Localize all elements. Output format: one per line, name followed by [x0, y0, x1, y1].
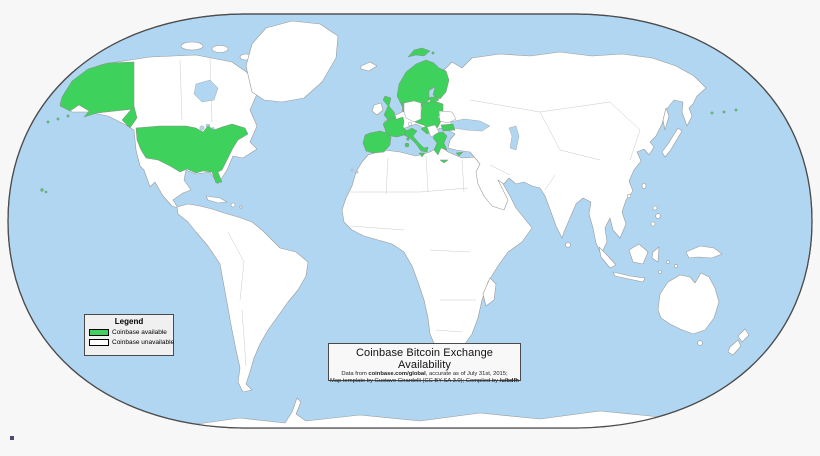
philippines-island: [650, 221, 656, 227]
region-alaska-panhandle: [121, 105, 138, 129]
region-baltics: [427, 95, 440, 104]
philippines-island: [655, 213, 661, 219]
region-corsica: [406, 137, 410, 141]
legend-title: Legend: [114, 317, 144, 326]
sumatra: [598, 246, 617, 269]
eurasia: [383, 51, 707, 255]
region-svalbard: [431, 51, 435, 55]
artifact-dot: [10, 436, 14, 440]
south-america: [176, 203, 309, 393]
sri-lanka: [565, 242, 571, 248]
region-hawaii: [40, 188, 44, 192]
legend-item-available: Coinbase available: [89, 329, 173, 336]
region-hawaii: [44, 190, 48, 194]
canary-island: [355, 170, 359, 174]
region-italy: [403, 127, 429, 153]
unavailable-swatch: [89, 339, 109, 346]
country-borders: [179, 57, 641, 367]
region-cyprus: [455, 151, 464, 157]
region-serbia-bosnia: [426, 124, 440, 138]
region-switzerland: [407, 121, 413, 127]
africa: [341, 145, 533, 355]
attribution-line-1: Data from coinbase.com/global, accurate …: [341, 371, 508, 377]
arctic-island: [180, 41, 204, 51]
hainan: [626, 193, 632, 199]
madagascar: [482, 277, 497, 307]
arctic-island: [211, 45, 229, 53]
philippines-island: [652, 205, 658, 211]
hispaniola: [230, 202, 236, 208]
legend-item-unavailable: Coinbase unavailable: [89, 339, 175, 346]
lesser-sunda-island: [658, 270, 662, 274]
legend: Legend Coinbase available Coinbase unava…: [84, 314, 174, 356]
title-box: Coinbase Bitcoin Exchange Availability D…: [328, 343, 521, 384]
sakhalin: [662, 107, 670, 131]
caribbean-island: [239, 205, 243, 209]
japan: [661, 127, 683, 158]
region-romania: [438, 110, 457, 124]
new-guinea: [685, 245, 723, 259]
attribution-line-2: Map template by Gustavo Girardelli (CC B…: [330, 378, 519, 384]
region-iberia: [362, 130, 392, 154]
sulawesi: [651, 246, 660, 263]
region-germany: [403, 100, 422, 123]
new-zealand-south: [727, 339, 742, 356]
region-aleutians: [722, 110, 726, 114]
iceland: [360, 61, 378, 72]
region-aleutians: [66, 114, 70, 118]
region-sicily: [418, 152, 426, 158]
maluku-island: [666, 260, 670, 264]
australia: [657, 272, 720, 335]
region-aleutians: [46, 120, 50, 124]
region-svalbard: [407, 47, 431, 58]
region-crete: [439, 159, 449, 164]
region-sardinia: [404, 142, 410, 148]
region-aleutians: [734, 108, 738, 112]
unavailable-patches: [403, 100, 457, 138]
region-bulgaria: [440, 123, 456, 132]
map-title: Coinbase Bitcoin Exchange Availability: [355, 347, 494, 371]
projection-outline: [7, 13, 813, 429]
region-aleutians: [56, 117, 60, 121]
taiwan: [641, 182, 647, 190]
available-swatch: [89, 329, 109, 336]
borneo: [628, 243, 649, 265]
region-aleutians: [710, 111, 714, 115]
region-alaska: [59, 61, 135, 118]
tasmania: [697, 340, 703, 346]
legend-label: Coinbase unavailable: [112, 339, 175, 346]
timor-island: [674, 264, 678, 268]
region-greece: [432, 131, 448, 156]
canary-island: [350, 168, 354, 172]
new-zealand-north: [737, 328, 750, 343]
java: [612, 271, 646, 283]
greenland: [245, 20, 339, 103]
cuba: [205, 195, 228, 204]
ireland: [371, 102, 384, 116]
region-usa: [135, 123, 249, 184]
legend-label: Coinbase available: [112, 329, 167, 336]
